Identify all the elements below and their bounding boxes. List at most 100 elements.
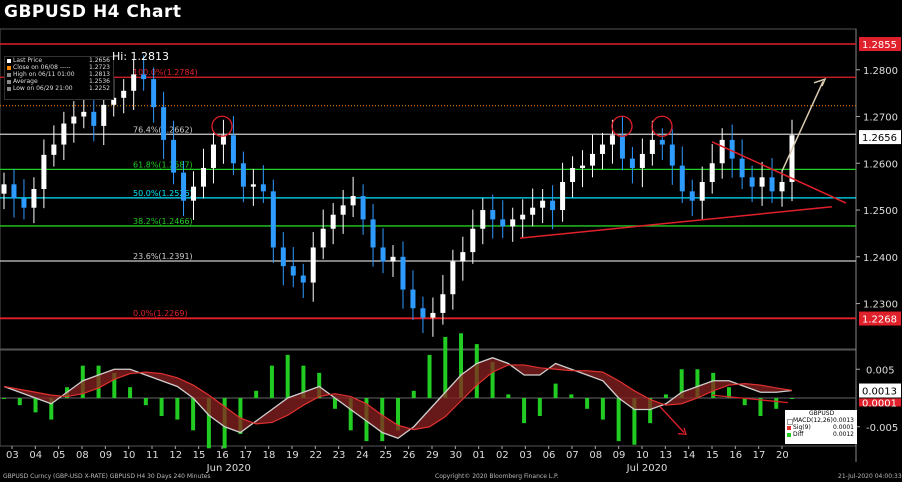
macd-legend-item-diff: Diff 0.0012 — [785, 431, 857, 438]
candle-body — [779, 181, 785, 192]
macd-y-tick-label: 0.005 — [866, 365, 895, 376]
x-tick-label: 15 — [193, 450, 206, 461]
candle-body — [490, 210, 496, 220]
x-tick-label: 11 — [146, 450, 159, 461]
macd-histogram-bar — [175, 398, 180, 420]
candle-body — [629, 158, 635, 168]
candle-body — [699, 181, 705, 201]
sig-tag-bg — [859, 398, 901, 407]
candle-body — [609, 135, 615, 145]
macd-histogram-bar — [206, 398, 211, 449]
legend-item-high: High on 06/11 01:00 1.2813 — [5, 71, 113, 78]
x-tick-label: 26 — [403, 450, 416, 461]
x-tick-label: 30 — [449, 450, 462, 461]
macd-histogram-bar — [522, 398, 527, 424]
resistance-circle — [211, 115, 233, 137]
legend-swatch — [787, 419, 793, 425]
candle-body — [360, 196, 366, 220]
x-tick-label: 03 — [6, 450, 19, 461]
resistance-circle — [611, 115, 633, 137]
fib-level-label: 38.2%(1.2466) — [133, 217, 193, 226]
price-tag-last: 1.2656 — [862, 133, 897, 144]
x-tick-label: 02 — [496, 450, 509, 461]
legend-item-close: Close on 06/08 ----- 1.2723 — [5, 64, 113, 71]
macd-histogram-bar — [774, 398, 779, 409]
legend-swatch — [7, 87, 11, 91]
price-tag-low-bg — [859, 311, 901, 326]
legend-swatch — [7, 73, 11, 77]
macd-histogram-bar — [33, 398, 38, 413]
macd-line — [3, 357, 793, 439]
price-tag-top-bg — [859, 37, 901, 52]
candle-body — [619, 135, 625, 159]
x-tick-label: 23 — [333, 450, 346, 461]
candle-body — [350, 196, 356, 206]
candle-body — [151, 79, 157, 108]
y-tick-label: 1.2800 — [863, 66, 898, 77]
x-tick-label: 03 — [519, 450, 532, 461]
candle-body — [430, 312, 436, 318]
x-tick-label: 08 — [76, 450, 89, 461]
x-tick-label: 22 — [309, 450, 322, 461]
macd-histogram-bar — [726, 387, 731, 398]
candle-body — [290, 266, 296, 276]
candle-body — [759, 177, 765, 187]
candle-body — [300, 275, 306, 283]
x-tick-label: 08 — [589, 450, 602, 461]
candle-body — [580, 165, 586, 168]
macd-y-tick-label: -0.005 — [866, 423, 898, 434]
macd-histogram-bar — [285, 354, 290, 398]
candle-body — [61, 123, 67, 145]
candle-body — [530, 207, 536, 215]
x-tick-label: 17 — [753, 450, 766, 461]
resistance-circle — [651, 115, 673, 137]
candle-body — [141, 74, 147, 80]
candle-body — [101, 104, 107, 126]
macd-histogram-bar — [427, 354, 432, 398]
footer-left: GBPUSD Curncy (GBP-USD X-RATE) GBPUSD H4… — [3, 473, 211, 480]
x-tick-label: 13 — [659, 450, 672, 461]
x-tick-label: 16 — [729, 450, 742, 461]
candle-body — [380, 247, 386, 262]
candle-body — [410, 289, 416, 309]
candle-body — [400, 256, 406, 290]
candle-body — [330, 214, 336, 229]
x-tick-label: 01 — [473, 450, 486, 461]
candle-body — [21, 198, 27, 208]
macd-histogram-bar — [317, 372, 322, 398]
candle-body — [210, 144, 216, 168]
legend-swatch — [787, 433, 791, 437]
macd-histogram-bar — [506, 394, 511, 398]
candle-body — [560, 181, 566, 211]
candle-body — [51, 144, 57, 155]
x-tick-label: 17 — [239, 450, 252, 461]
candle-body — [669, 144, 675, 166]
macd-legend-item-macd: MACD(12,26) 0.0013 — [785, 417, 857, 425]
footer-center: Copyright© 2020 Bloomberg Finance L.P. — [435, 473, 559, 480]
x-tick-label: 05 — [53, 450, 66, 461]
macd-histogram-bar — [553, 383, 558, 398]
x-tick-label: 06 — [543, 450, 556, 461]
macd-histogram-bar — [569, 394, 574, 398]
candle-body — [440, 294, 446, 313]
candle-body — [500, 219, 506, 227]
x-tick-label: 24 — [356, 450, 369, 461]
macd-histogram-bar — [632, 398, 637, 445]
legend-item-last-price: Last Price 1.2656 — [5, 57, 113, 64]
candle-body — [220, 135, 226, 145]
price-tag-last-bg — [859, 130, 901, 145]
x-tick-label: 18 — [263, 450, 276, 461]
x-tick-label: 29 — [426, 450, 439, 461]
legend-swatch — [7, 80, 11, 84]
candle-body — [71, 116, 77, 124]
macd-legend-item-sig: Sig(9) 0.0001 — [785, 424, 857, 431]
candle-body — [1, 184, 7, 194]
price-legend: Last Price 1.2656 Close on 06/08 ----- 1.2… — [4, 56, 114, 100]
month-label: Jul 2020 — [626, 463, 668, 474]
macd-histogram-bar — [2, 398, 6, 399]
x-tick-label: 12 — [169, 450, 182, 461]
y-tick-label: 1.2300 — [863, 300, 898, 311]
price-tag-top: 1.2855 — [862, 40, 897, 51]
candle-body — [31, 189, 37, 208]
